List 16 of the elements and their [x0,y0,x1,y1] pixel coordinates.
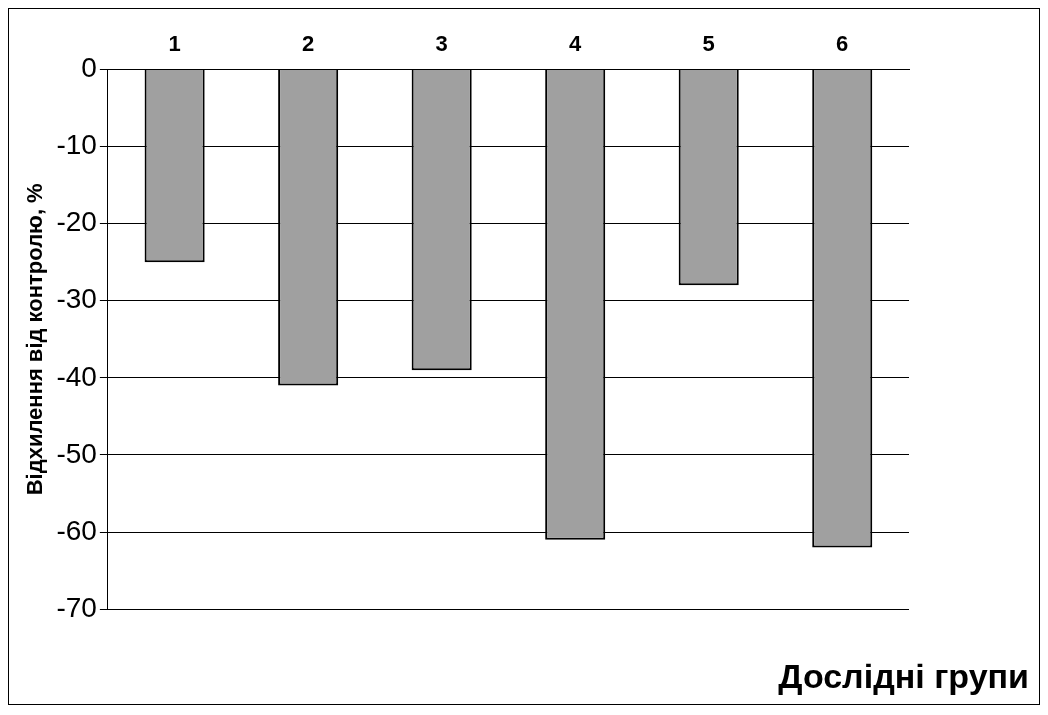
y-tick-label: 0 [81,52,97,84]
y-tick-label: -70 [56,591,97,623]
y-axis-title: Відхилення від контролю, % [22,183,48,496]
x-tick-label: 6 [836,31,849,57]
x-tick-label: 3 [435,31,448,57]
x-tick-label: 5 [702,31,715,57]
y-tick-label: -10 [56,129,97,161]
y-tick-label: -60 [56,514,97,546]
x-tick-label: 1 [168,31,181,57]
y-tick-label: -40 [56,360,97,392]
x-axis-title: Дослідні групи [778,657,1029,696]
y-tick-label: -20 [56,206,97,238]
x-tick-label: 4 [569,31,583,57]
y-tick-label: -50 [56,437,97,469]
y-tick-label: -30 [56,283,97,315]
x-tick-label: 2 [302,31,315,57]
